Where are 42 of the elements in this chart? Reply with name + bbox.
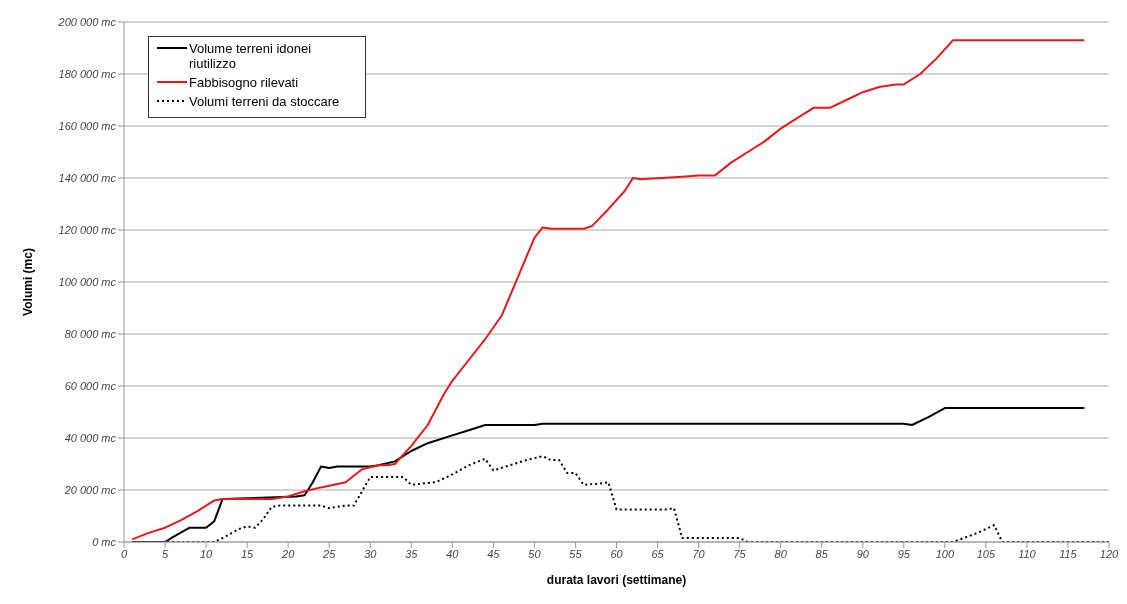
x-tick-label: 80 [774, 547, 788, 560]
x-tick-label: 5 [161, 547, 169, 560]
y-tick-label: 100 000 mc [58, 275, 117, 288]
x-tick-label: 65 [651, 547, 665, 560]
x-tick-label: 55 [569, 547, 583, 560]
y-tick-label: 0 mc [92, 535, 117, 548]
legend-label: Fabbisogno rilevati [189, 75, 299, 90]
x-tick-label: 110 [1018, 547, 1037, 560]
x-tick-label: 35 [405, 547, 419, 560]
x-tick-label: 70 [692, 547, 706, 560]
x-tick-label: 40 [446, 547, 460, 560]
y-tick-label: 40 000 mc [64, 431, 117, 444]
x-tick-label: 60 [610, 547, 624, 560]
x-tick-label: 30 [364, 547, 378, 560]
y-tick-label: 160 000 mc [58, 119, 117, 132]
y-tick-label: 200 000 mc [57, 15, 117, 28]
y-tick-label: 140 000 mc [58, 171, 117, 184]
y-axis-title: Volumi (mc) [21, 248, 36, 316]
x-tick-label: 75 [733, 547, 747, 560]
y-tick-label: 120 000 mc [58, 223, 117, 236]
x-tick-label: 90 [856, 547, 870, 560]
x-tick-label: 20 [281, 547, 296, 560]
x-tick-label: 115 [1059, 547, 1078, 560]
x-tick-label: 100 [935, 547, 955, 560]
x-tick-label: 105 [976, 547, 996, 560]
x-tick-label: 95 [897, 547, 911, 560]
y-tick-label: 180 000 mc [58, 67, 117, 80]
y-tick-label: 80 000 mc [64, 327, 117, 340]
y-tick-label: 20 000 mc [63, 483, 117, 496]
x-axis-title: durata lavori (settimane) [546, 573, 687, 587]
y-tick-label: 60 000 mc [64, 379, 117, 392]
x-tick-label: 85 [815, 547, 829, 560]
x-tick-label: 15 [241, 547, 255, 560]
x-tick-label: 10 [199, 547, 214, 560]
line-series [131, 39, 1086, 541]
legend-label: Volume terreni idonei riutilizzo [189, 41, 313, 71]
x-tick-label: 120 [1099, 547, 1120, 560]
legend-label: Volumi terreni da stoccare [189, 94, 340, 109]
x-tick-label: 45 [487, 547, 501, 560]
x-tick-label: 25 [322, 547, 337, 560]
x-tick-label: 50 [528, 547, 542, 560]
x-tick-label: 0 [120, 547, 128, 560]
